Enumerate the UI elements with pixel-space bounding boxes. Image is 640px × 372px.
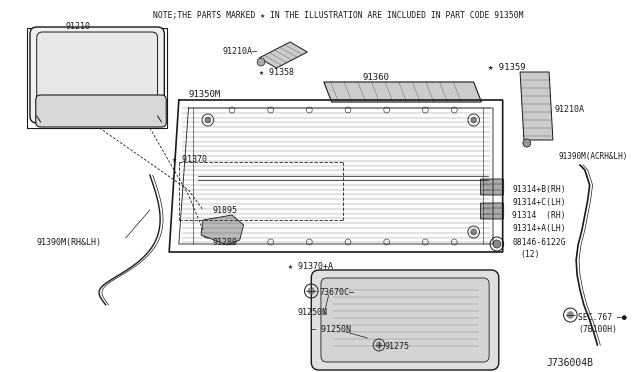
Text: 08146-6122G: 08146-6122G bbox=[513, 238, 566, 247]
Circle shape bbox=[205, 229, 211, 235]
Text: (12): (12) bbox=[520, 250, 540, 259]
Circle shape bbox=[308, 288, 315, 295]
Text: 91314+A(LH): 91314+A(LH) bbox=[513, 224, 566, 233]
FancyBboxPatch shape bbox=[36, 95, 166, 127]
Text: 91350M: 91350M bbox=[189, 90, 221, 99]
Text: 91390M(ACRH&LH): 91390M(ACRH&LH) bbox=[559, 152, 628, 161]
Text: J736004B: J736004B bbox=[546, 358, 593, 368]
Text: 91360: 91360 bbox=[362, 73, 389, 82]
Circle shape bbox=[523, 139, 531, 147]
Text: 91275: 91275 bbox=[385, 342, 410, 351]
FancyBboxPatch shape bbox=[30, 27, 164, 123]
Bar bbox=[27, 28, 167, 128]
Text: ★ 91358: ★ 91358 bbox=[259, 68, 294, 77]
Polygon shape bbox=[520, 72, 553, 140]
Text: 91314+C(LH): 91314+C(LH) bbox=[513, 198, 566, 207]
Polygon shape bbox=[201, 215, 244, 245]
Polygon shape bbox=[259, 42, 307, 68]
Text: 91210A: 91210A bbox=[555, 105, 585, 114]
Text: 91314+B(RH): 91314+B(RH) bbox=[513, 185, 566, 194]
Text: SEC.767 —●: SEC.767 —● bbox=[578, 313, 627, 322]
Text: 91210: 91210 bbox=[66, 22, 91, 31]
Text: NOTE;THE PARTS MARKED ★ IN THE ILLUSTRATION ARE INCLUDED IN PART CODE 91350M: NOTE;THE PARTS MARKED ★ IN THE ILLUSTRAT… bbox=[153, 11, 524, 20]
Text: 91390M(RH&LH): 91390M(RH&LH) bbox=[36, 238, 102, 247]
Text: ★ 91370+A: ★ 91370+A bbox=[288, 262, 333, 271]
Text: 91280: 91280 bbox=[212, 238, 237, 247]
Polygon shape bbox=[324, 82, 481, 102]
FancyBboxPatch shape bbox=[36, 32, 157, 118]
Circle shape bbox=[376, 342, 382, 348]
Circle shape bbox=[257, 58, 265, 66]
Circle shape bbox=[471, 229, 477, 235]
Text: 91895: 91895 bbox=[212, 206, 237, 215]
Text: 91210A—: 91210A— bbox=[222, 47, 257, 56]
Circle shape bbox=[471, 117, 477, 123]
Text: 91314  (RH): 91314 (RH) bbox=[513, 211, 566, 220]
FancyBboxPatch shape bbox=[321, 278, 489, 362]
Text: ★ 91370: ★ 91370 bbox=[172, 155, 207, 164]
Text: ★ 91359: ★ 91359 bbox=[488, 63, 526, 72]
Text: 91250N: 91250N bbox=[298, 308, 328, 317]
Text: 73670C—: 73670C— bbox=[319, 288, 354, 297]
Circle shape bbox=[493, 240, 500, 248]
Circle shape bbox=[205, 117, 211, 123]
Circle shape bbox=[567, 311, 573, 318]
FancyBboxPatch shape bbox=[311, 270, 499, 370]
Text: (7B100H): (7B100H) bbox=[578, 325, 617, 334]
FancyBboxPatch shape bbox=[481, 203, 504, 219]
Text: — 91250N: — 91250N bbox=[311, 325, 351, 334]
FancyBboxPatch shape bbox=[481, 179, 504, 195]
